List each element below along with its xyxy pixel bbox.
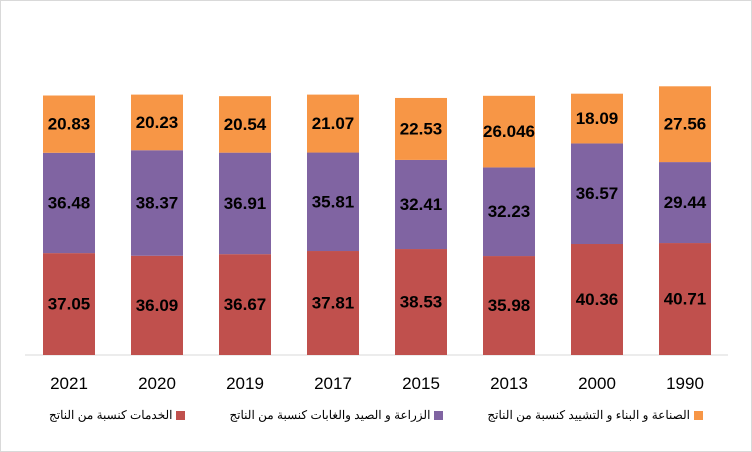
data-label: 20.83	[48, 115, 91, 134]
legend: الصناعة و البناء و التشييد كنسبة من النا…	[0, 408, 752, 422]
data-label: 32.41	[400, 195, 443, 214]
data-label: 38.53	[400, 293, 443, 312]
data-label: 37.81	[312, 294, 355, 313]
bar-segment	[219, 152, 271, 255]
bar-segment	[395, 97, 447, 160]
legend-item: الخدمات كنسبة من الناتج	[49, 408, 186, 422]
data-label: 21.07	[312, 114, 355, 133]
data-label: 36.67	[224, 295, 267, 314]
bar-segment	[659, 162, 711, 244]
x-tick-label: 2020	[138, 374, 176, 393]
data-label: 38.37	[136, 193, 179, 212]
bar-segment	[43, 152, 95, 254]
bar-segment	[483, 95, 535, 168]
bar-segment	[131, 150, 183, 256]
legend-item: الصناعة و البناء و التشييد كنسبة من النا…	[487, 408, 704, 422]
bar-segment	[131, 255, 183, 355]
bar-segment	[131, 94, 183, 151]
data-label: 40.36	[576, 290, 619, 309]
bar-segment	[571, 244, 623, 355]
x-tick-label: 1990	[666, 374, 704, 393]
bar-segment	[219, 96, 271, 153]
legend-swatch	[694, 410, 704, 420]
data-label: 22.53	[400, 119, 443, 138]
data-label: 36.57	[576, 184, 619, 203]
legend-label: الزراعة و الصيد والغابات كنسبة من الناتج	[229, 408, 431, 422]
data-label: 27.56	[664, 115, 707, 134]
data-label: 32.23	[488, 202, 531, 221]
bar-segment	[483, 256, 535, 355]
bar-segment	[219, 254, 271, 355]
bar-segment	[43, 253, 95, 355]
data-label: 26.046	[483, 122, 535, 141]
bar-segment	[571, 93, 623, 144]
data-label: 37.05	[48, 295, 91, 314]
x-tick-label: 2019	[226, 374, 264, 393]
legend-swatch	[434, 410, 444, 420]
data-label: 40.71	[664, 290, 707, 309]
data-label: 36.91	[224, 194, 267, 213]
data-label: 20.23	[136, 113, 179, 132]
bar-segment	[307, 152, 359, 252]
x-tick-label: 2015	[402, 374, 440, 393]
bar-segment	[307, 94, 359, 153]
x-tick-label: 2000	[578, 374, 616, 393]
legend-swatch	[176, 410, 186, 420]
bar-segment	[659, 243, 711, 355]
data-label: 35.81	[312, 192, 355, 211]
x-tick-label: 2013	[490, 374, 528, 393]
bar-segment	[395, 159, 447, 250]
bar-segment	[43, 95, 95, 153]
data-label: 18.09	[576, 109, 619, 128]
x-tick-label: 2017	[314, 374, 352, 393]
legend-label: الخدمات كنسبة من الناتج	[49, 408, 173, 422]
bar-segment	[307, 251, 359, 355]
data-label: 29.44	[664, 193, 707, 212]
bar-segment	[395, 249, 447, 355]
bar-segment	[571, 143, 623, 245]
data-label: 35.98	[488, 296, 531, 315]
data-label: 36.48	[48, 193, 91, 212]
bar-segment	[659, 86, 711, 163]
x-tick-label: 2021	[50, 374, 88, 393]
data-label: 20.54	[224, 115, 267, 134]
legend-item: الزراعة و الصيد والغابات كنسبة من الناتج	[229, 408, 444, 422]
legend-label: الصناعة و البناء و التشييد كنسبة من النا…	[487, 408, 691, 422]
bar-segment	[483, 167, 535, 257]
data-label: 36.09	[136, 296, 179, 315]
